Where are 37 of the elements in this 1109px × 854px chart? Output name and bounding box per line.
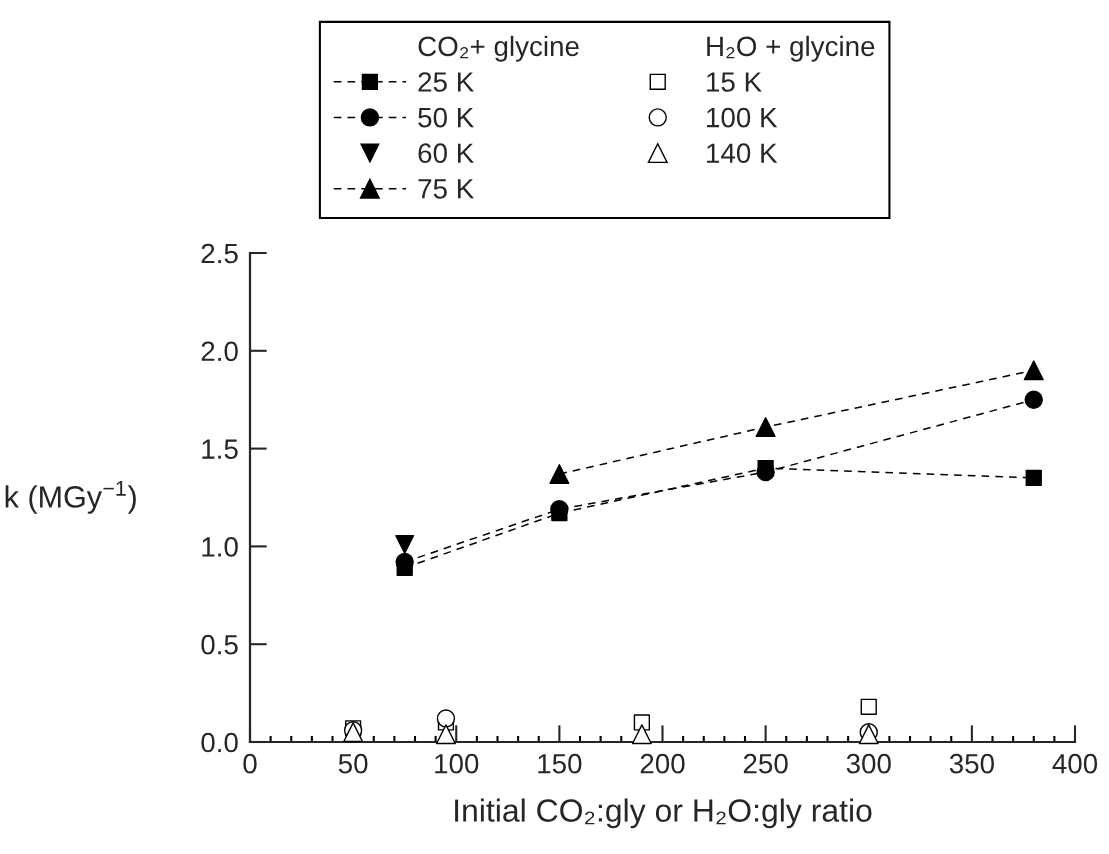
point [1025,469,1042,487]
point [631,724,652,745]
y-tick-label: 2.5 [201,243,238,264]
legend-label: 50 K [418,107,474,128]
text: H₂O + glycine [707,35,875,62]
point [435,724,456,745]
y-tick-label: 1.5 [202,439,238,459]
y-axis-title: k (MGy$^{−1}$) [5,481,136,514]
x-tick-label: 400 [1052,753,1098,774]
legend-label: 15 K [707,72,762,92]
point [1023,360,1044,381]
x-tick-label: 200 [640,753,685,774]
y-tick-label: 1.0 [202,537,238,557]
point [395,534,415,554]
point [633,714,651,731]
legend-label: 100 K [707,107,778,128]
y-tick-label: 2.0 [201,341,238,362]
x-tick-label: 50 [338,753,368,774]
text: CO₂+ glycine [418,35,579,62]
legend-label: 140 K [707,143,778,164]
legend-label: 25 K [418,72,474,92]
legend-label: 60 K [418,143,474,164]
legend-label: 75 K [418,179,474,199]
x-tick-label: 0 [243,753,257,774]
y-tick-label: 0.0 [201,732,238,753]
point [860,698,877,715]
x-tick-label: 250 [743,753,788,774]
x-tick-label: 150 [538,753,582,774]
point [549,464,570,485]
point [755,417,776,438]
point [436,709,456,728]
x-tick-label: 100 [435,753,479,774]
point [1024,390,1043,409]
x-tick-label: 350 [949,753,994,774]
x-axis-title: Initial CO₂:gly or H₂O:gly ratio [455,798,872,829]
y-tick-label: 0.5 [201,634,238,655]
x-tick-label: 300 [846,753,891,774]
